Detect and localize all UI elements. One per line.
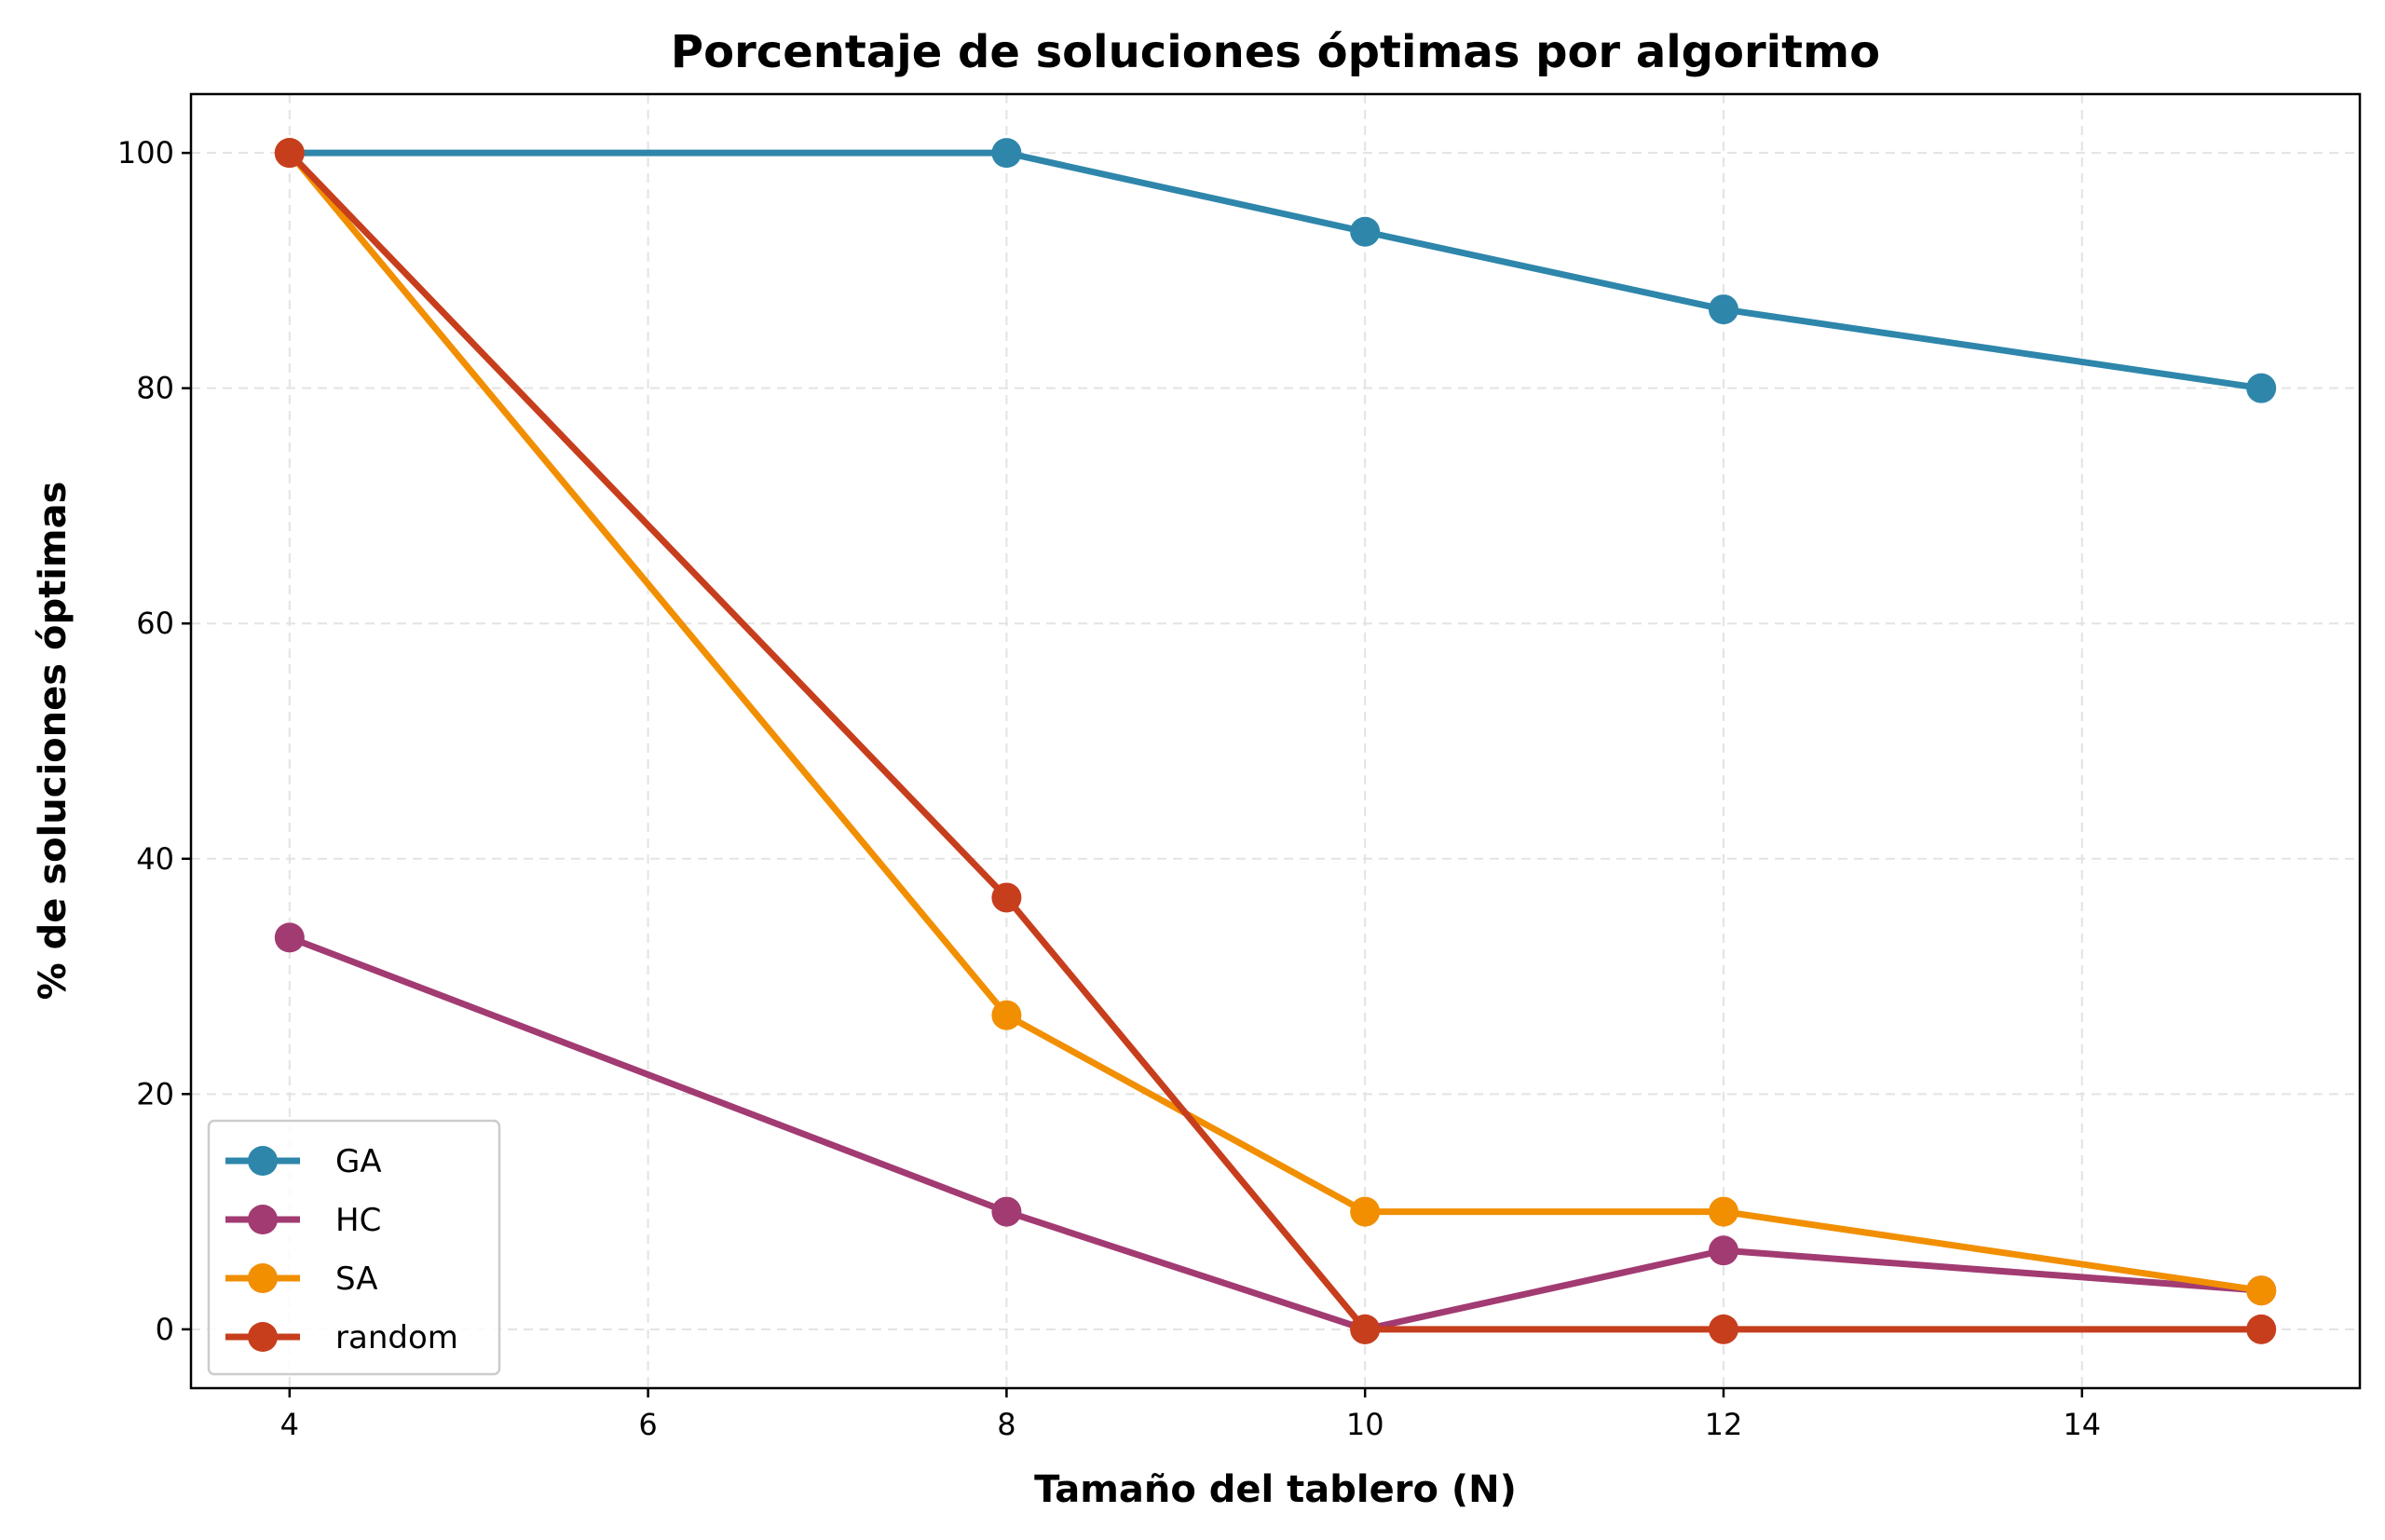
legend-item-random: random	[225, 1319, 458, 1356]
legend-item-ga: GA	[225, 1143, 382, 1180]
data-point	[274, 138, 305, 169]
series-layer	[274, 138, 2277, 1344]
y-tick-label: 100	[117, 135, 174, 170]
y-tick-label: 40	[136, 841, 174, 877]
legend: GA HC SA random	[207, 1119, 501, 1376]
data-point	[1708, 1196, 1738, 1227]
data-point	[2246, 1275, 2277, 1306]
y-axis-ticks: 0 20 40 60 80 100	[117, 135, 191, 1347]
data-point	[991, 1000, 1022, 1030]
plot-frame	[189, 92, 2362, 1390]
legend-label: HC	[335, 1202, 381, 1239]
x-tick-label: 14	[2063, 1407, 2101, 1442]
x-axis-label: Tamaño del tablero (N)	[1034, 1468, 1517, 1511]
legend-label: SA	[335, 1261, 377, 1298]
y-tick-label: 20	[136, 1076, 174, 1111]
legend-swatch-marker	[248, 1146, 278, 1176]
series-random	[274, 138, 2277, 1344]
data-point	[2246, 373, 2277, 403]
legend-label: random	[335, 1319, 458, 1356]
y-tick-label: 60	[136, 606, 174, 641]
data-point	[1708, 294, 1738, 325]
y-axis-label: % de soluciones óptimas	[32, 482, 75, 1001]
chart-title: Porcentaje de soluciones óptimas por alg…	[671, 26, 1880, 78]
y-tick-label: 80	[136, 371, 174, 406]
data-point	[991, 1196, 1022, 1227]
x-tick-label: 8	[997, 1407, 1015, 1442]
data-point	[1350, 216, 1381, 247]
legend-item-sa: SA	[225, 1261, 377, 1298]
data-point	[2246, 1314, 2277, 1344]
legend-item-hc: HC	[225, 1202, 381, 1239]
x-tick-label: 12	[1705, 1407, 1743, 1442]
data-point	[991, 882, 1022, 913]
x-tick-label: 6	[638, 1407, 657, 1442]
data-point	[991, 138, 1022, 169]
x-tick-label: 10	[1346, 1407, 1384, 1442]
data-point	[1708, 1314, 1738, 1344]
legend-swatch-marker	[248, 1205, 278, 1234]
data-point	[1350, 1196, 1381, 1227]
data-point	[1350, 1314, 1381, 1344]
x-axis-ticks: 4 6 8 10 12 14	[280, 1388, 2101, 1442]
legend-swatch-marker	[248, 1263, 278, 1293]
data-point	[1708, 1235, 1738, 1266]
legend-box	[207, 1119, 501, 1376]
x-tick-label: 4	[280, 1407, 299, 1442]
legend-label: GA	[335, 1143, 382, 1180]
y-tick-label: 0	[156, 1312, 174, 1347]
data-point	[274, 922, 305, 953]
legend-swatch-marker	[248, 1322, 278, 1352]
